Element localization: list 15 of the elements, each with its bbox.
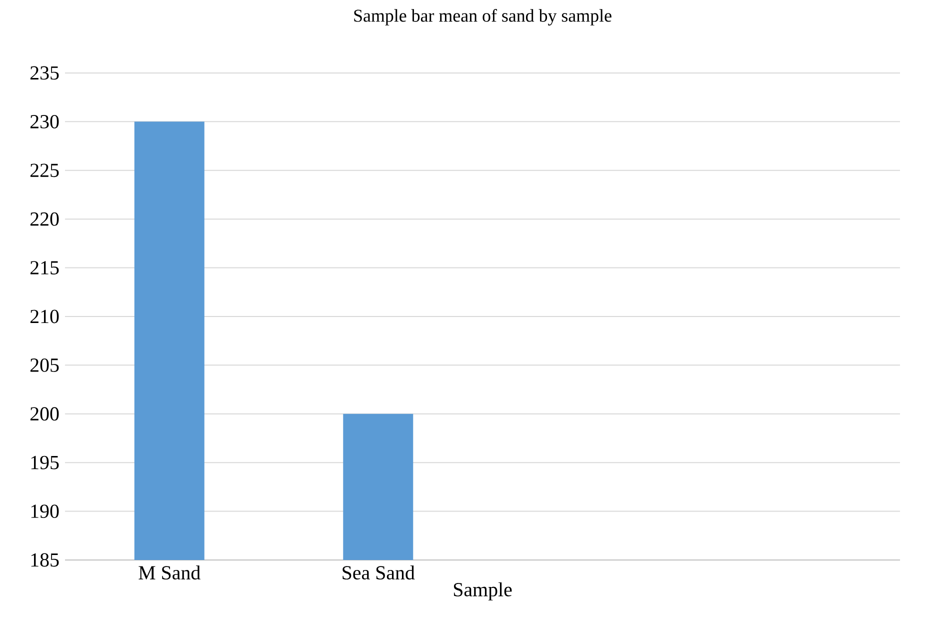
y-tick-label: 195 <box>31 456 59 470</box>
y-tick-label: 190 <box>31 504 59 518</box>
x-tick-label: M Sand <box>138 566 200 580</box>
y-tick-label: 205 <box>30 358 59 372</box>
x-tick-label: Sea Sand <box>342 566 415 580</box>
y-tick-label: 220 <box>30 212 59 226</box>
y-tick-label: 200 <box>30 407 59 421</box>
y-tick-label: 235 <box>30 66 59 80</box>
x-axis-title: Sample <box>454 582 512 600</box>
chart-title: Sample bar mean of sand by sample <box>354 8 612 26</box>
y-tick-label: 225 <box>30 164 59 178</box>
y-tick-label: 185 <box>31 553 59 567</box>
y-tick-label: 210 <box>30 310 59 324</box>
y-tick-label: 230 <box>30 114 59 128</box>
y-tick-label: 215 <box>30 261 59 274</box>
